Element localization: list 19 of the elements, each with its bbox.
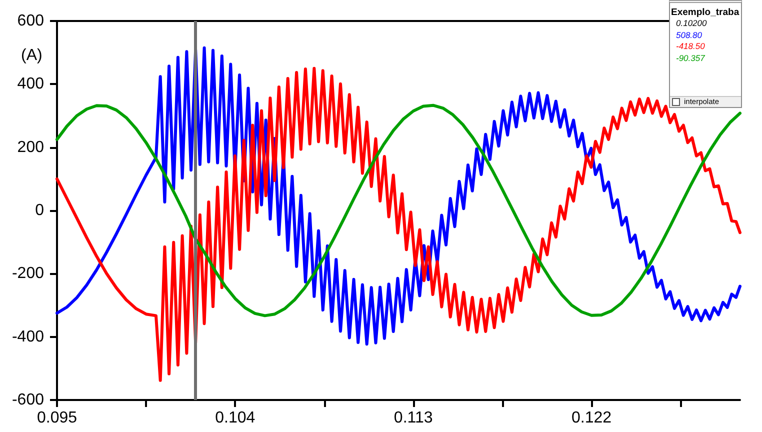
x-tick-label: 0.095 bbox=[36, 410, 78, 426]
y-tick-label: -400 bbox=[12, 328, 44, 346]
annotation: 0.10200 bbox=[675, 18, 708, 30]
line-series bbox=[56, 66, 742, 382]
y-tick-label: -200 bbox=[12, 265, 44, 282]
y-tick-label: 0 bbox=[35, 202, 44, 219]
text: -418.50 bbox=[675, 41, 706, 52]
y-tick-label: -600 bbox=[12, 392, 44, 408]
y-tick-label: 200 bbox=[17, 138, 44, 156]
text: 508.80 bbox=[675, 30, 703, 41]
y-tick-label: 400 bbox=[17, 76, 44, 93]
line-series bbox=[56, 104, 742, 318]
x-tick-label: 0.122 bbox=[572, 410, 612, 426]
text: -90.357 bbox=[675, 52, 706, 64]
legend-title: Exemplo_traba bbox=[670, 7, 740, 18]
x-tick-label: 0.113 bbox=[394, 410, 433, 426]
x-tick-label: 0.104 bbox=[215, 410, 256, 426]
y-tick-label: 600 bbox=[17, 12, 44, 30]
y-axis-title: (A) bbox=[21, 47, 42, 65]
